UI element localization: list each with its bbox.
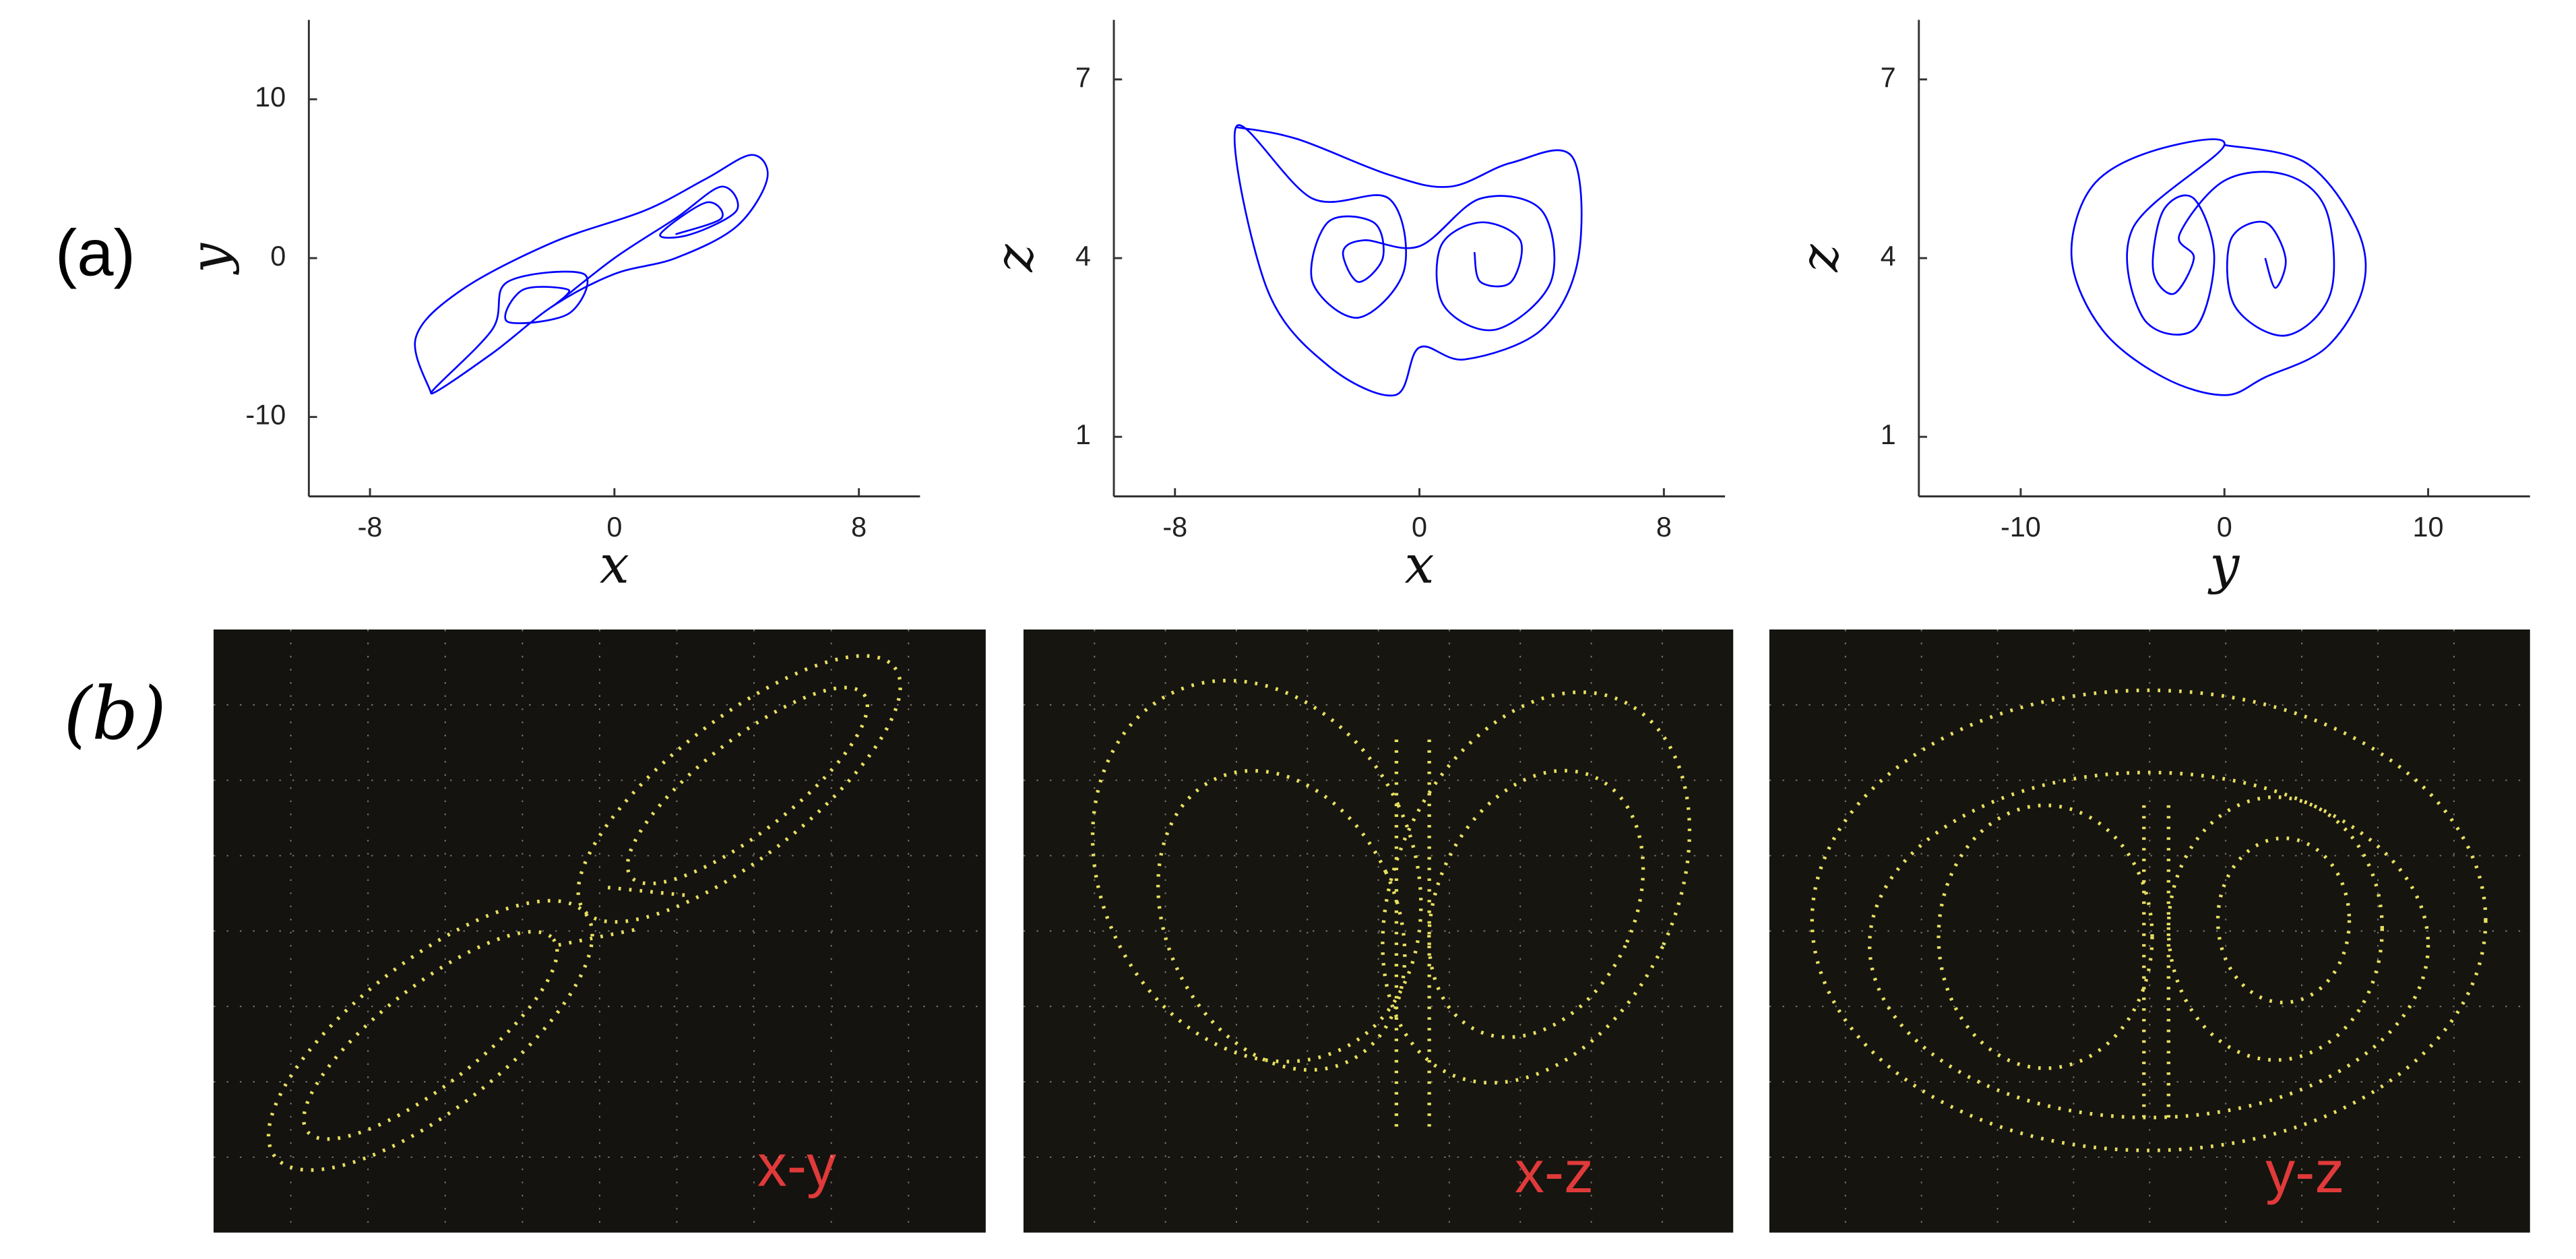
scope-label: y-z <box>2265 1139 2344 1205</box>
x-tick-label: 10 <box>2413 511 2444 543</box>
x-axis-label: x <box>1405 534 1435 595</box>
phase-plot: -8 0 8 -10 0 10 x y <box>179 20 920 595</box>
y-tick-label: 10 <box>255 81 286 113</box>
scope-label: x-z <box>1515 1139 1594 1205</box>
scope-label: x-y <box>757 1132 836 1198</box>
x-tick-label: -8 <box>358 511 383 543</box>
y-tick-label: 4 <box>1075 240 1091 272</box>
y-axis-label: y <box>179 243 240 275</box>
x-tick-label: 0 <box>2217 511 2232 543</box>
phase-plot: -8 0 8 1 4 7 x z <box>984 20 1726 595</box>
x-tick-label: 0 <box>1412 511 1427 543</box>
y-axis-label: z <box>984 244 1045 273</box>
x-tick-label: 8 <box>851 511 867 543</box>
y-tick-label: 4 <box>1881 240 1896 272</box>
x-axis-label: x <box>600 534 629 595</box>
y-tick-label: 1 <box>1881 419 1896 450</box>
attractor-trace <box>2070 138 2367 396</box>
scope-screen <box>213 630 986 1233</box>
panel-label: (a) <box>55 216 135 290</box>
scope-screen <box>1769 630 2530 1233</box>
x-tick-label: -8 <box>1162 511 1187 543</box>
x-tick-label: 8 <box>1656 511 1672 543</box>
x-axis-label: y <box>2207 534 2240 595</box>
scope-photos: x-y x-z y-z <box>213 629 2530 1233</box>
x-tick-label: -10 <box>2001 511 2041 543</box>
phase-plot: -10 0 10 1 4 7 y z <box>1790 20 2530 595</box>
panel-label: (b) <box>63 672 166 756</box>
y-tick-label: -10 <box>245 399 286 431</box>
y-axis-label: z <box>1790 244 1850 273</box>
x-tick-label: 0 <box>606 511 622 543</box>
y-tick-label: 0 <box>270 240 286 272</box>
y-tick-label: 7 <box>1075 61 1091 93</box>
attractor-trace <box>1233 124 1583 397</box>
y-tick-label: 7 <box>1881 61 1896 93</box>
y-tick-label: 1 <box>1075 419 1091 450</box>
attractor-trace <box>414 154 769 395</box>
